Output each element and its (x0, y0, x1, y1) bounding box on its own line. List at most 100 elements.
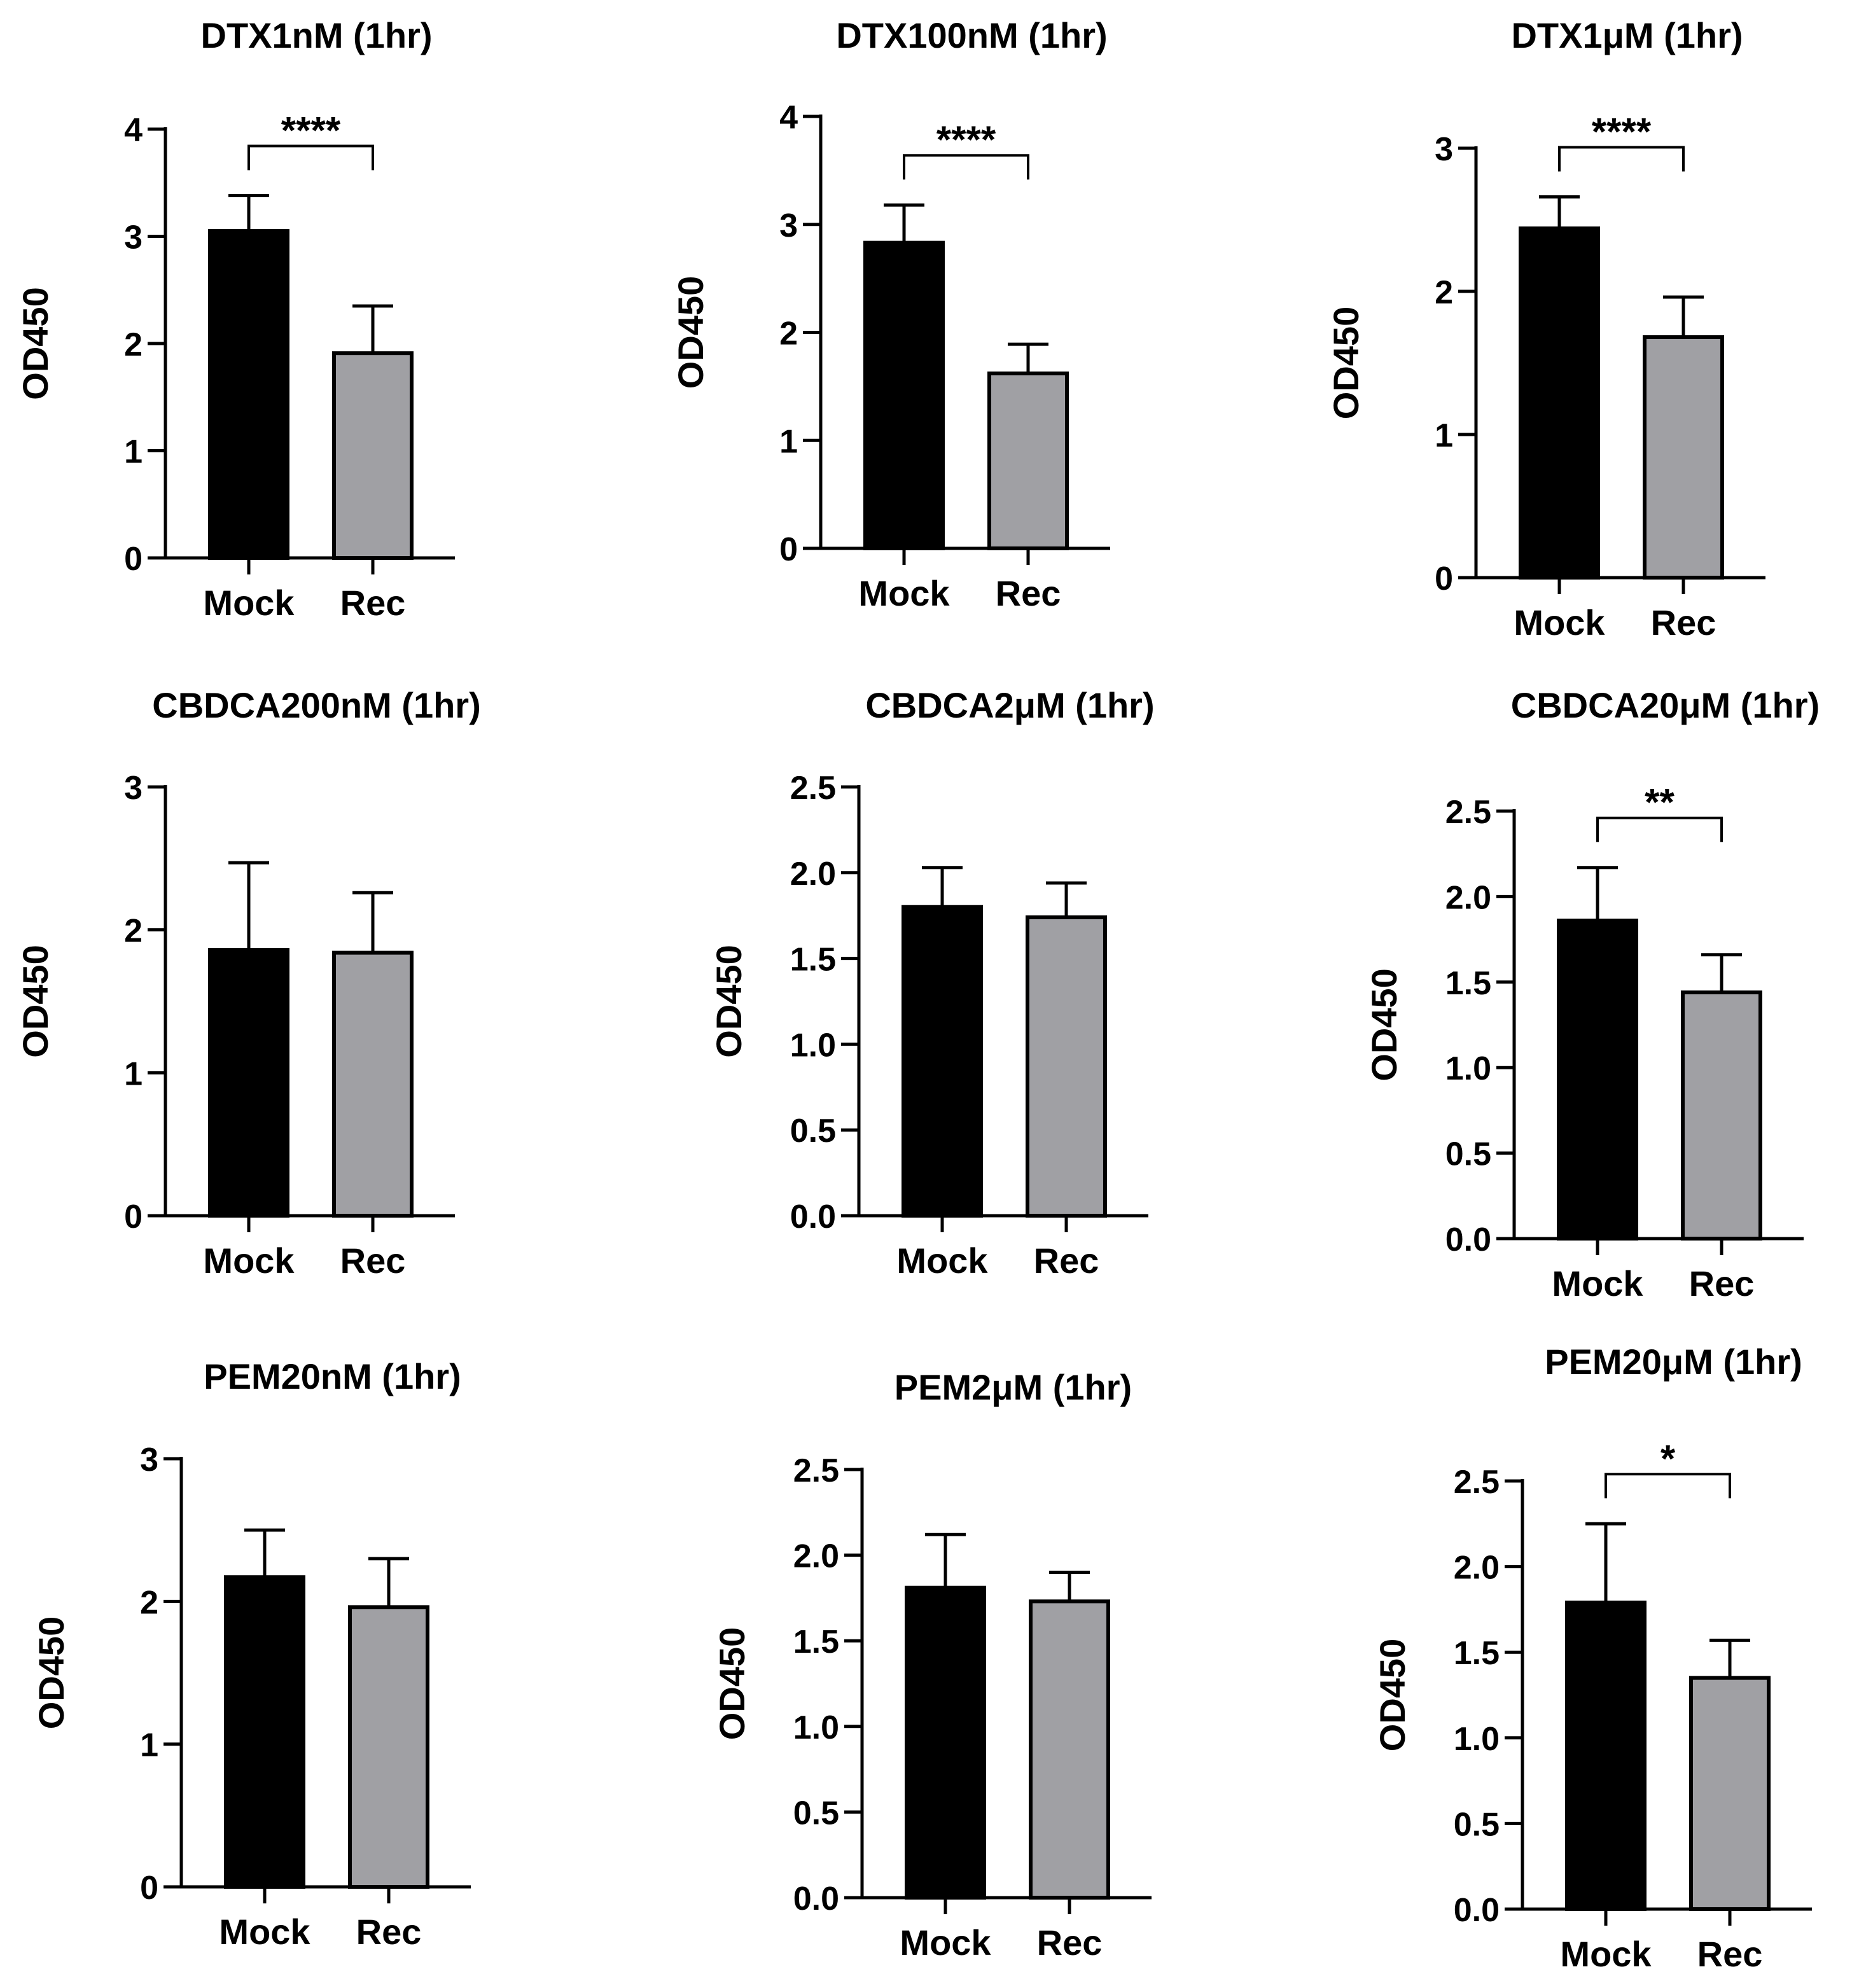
x-tick-label: Rec (1697, 1934, 1763, 1974)
significance-bracket (247, 144, 374, 170)
y-tick-label: 1.0 (790, 1027, 836, 1064)
y-tick-label: 0.5 (1454, 1806, 1500, 1843)
x-tick-label: Mock (896, 1241, 988, 1281)
x-tick-label: Mock (1560, 1934, 1652, 1974)
bar-mock (905, 1585, 986, 1900)
y-tick-label: 0.5 (1445, 1136, 1491, 1173)
x-tick-label: Mock (219, 1912, 310, 1952)
chart-panel: CBDCA2μM (1hr) OD450 0.0 0.5 1.0 1.5 2.0 2.5 Moc… (709, 685, 1155, 1281)
chart-title: DTX100nM (1hr) (836, 15, 1107, 55)
x-tick-label: Mock (1552, 1263, 1643, 1303)
y-tick-label: 2 (124, 326, 143, 363)
y-tick-label: 0.5 (790, 1113, 836, 1150)
bar-rec (987, 372, 1069, 550)
y-tick-label: 1 (1435, 417, 1453, 454)
y-axis-label: OD450 (671, 276, 711, 389)
y-tick-label: 0.0 (793, 1880, 839, 1917)
bar-rec (348, 1605, 429, 1889)
y-tick-label: 0.5 (793, 1795, 839, 1832)
y-tick-label: 3 (140, 1442, 158, 1478)
y-axis-label: OD450 (709, 945, 749, 1057)
y-tick-label: 2.0 (1454, 1550, 1500, 1587)
y-tick-label: 3 (1435, 131, 1453, 168)
chart-panel: PEM2μM (1hr) OD450 0.0 0.5 1.0 1.5 2.0 2.5 Mock R… (712, 1367, 1152, 1963)
x-tick-label: Rec (340, 1241, 406, 1281)
significance-bracket (1596, 816, 1723, 842)
x-tick-label: Rec (1651, 602, 1716, 643)
x-tick-label: Rec (996, 573, 1061, 613)
y-tick-label: 0.0 (1445, 1221, 1491, 1258)
significance-label: **** (281, 109, 341, 151)
y-axis-label: OD450 (1364, 968, 1404, 1081)
y-tick-label: 2.5 (790, 770, 836, 807)
chart-title: CBDCA2μM (1hr) (865, 685, 1154, 725)
y-tick-label: 0.0 (1454, 1892, 1500, 1929)
bar-rec (1026, 915, 1107, 1218)
significance-label: ** (1645, 781, 1674, 824)
chart-title: CBDCA20μM (1hr) (1511, 685, 1820, 725)
significance-label: **** (936, 118, 996, 161)
significance-bracket (1558, 146, 1685, 172)
significance-bracket (1605, 1473, 1731, 1499)
y-tick-label: 1 (124, 434, 143, 471)
y-axis-label: OD450 (712, 1627, 752, 1740)
y-tick-label: 2 (779, 316, 798, 352)
y-tick-label: 2.5 (793, 1452, 839, 1489)
y-tick-label: 0.0 (790, 1199, 836, 1235)
y-tick-label: 0 (124, 541, 143, 578)
x-tick-label: Rec (1034, 1241, 1099, 1281)
y-tick-label: 4 (124, 112, 143, 149)
y-tick-label: 2 (140, 1584, 158, 1621)
y-tick-label: 0 (1435, 560, 1453, 597)
y-axis-label: OD450 (1326, 307, 1366, 419)
bar-rec (332, 351, 414, 560)
y-tick-label: 4 (779, 99, 798, 136)
y-tick-label: 2.0 (790, 856, 836, 893)
y-tick-label: 2 (124, 913, 143, 950)
y-tick-label: 3 (779, 207, 798, 244)
chart-panel: CBDCA20μM (1hr) OD450 0.0 0.5 1.0 1.5 2.0 2.5 Mo… (1364, 685, 1820, 1303)
y-tick-label: 3 (124, 219, 143, 256)
y-tick-label: 0 (124, 1199, 143, 1235)
y-tick-label: 2.5 (1445, 794, 1491, 831)
chart-panel: PEM20μM (1hr) OD450 0.0 0.5 1.0 1.5 2.0 2.5 Mock… (1372, 1342, 1812, 1974)
x-tick-label: Mock (900, 1922, 991, 1963)
y-axis-label: OD450 (15, 287, 55, 400)
y-tick-label: 0 (140, 1870, 158, 1907)
chart-title: PEM2μM (1hr) (895, 1367, 1132, 1407)
bar-rec (1689, 1676, 1771, 1912)
bar-mock (1565, 1601, 1647, 1912)
bar-mock (863, 240, 945, 550)
x-tick-label: Rec (340, 583, 406, 623)
significance-bracket (903, 154, 1029, 180)
chart-panel: CBDCA200nM (1hr) OD450 0 1 2 3 Mock Rec (15, 685, 481, 1281)
y-tick-label: 1 (124, 1055, 143, 1092)
bar-mock (1557, 919, 1638, 1241)
y-tick-label: 1.0 (793, 1709, 839, 1746)
x-tick-label: Rec (1689, 1263, 1755, 1303)
x-tick-label: Mock (203, 1241, 295, 1281)
x-tick-label: Mock (1514, 602, 1605, 643)
y-axis-label: OD450 (15, 945, 55, 1057)
y-tick-label: 1.0 (1445, 1050, 1491, 1087)
chart-panel: DTX100nM (1hr) OD450 0 1 2 3 4 Mock Rec **** (671, 15, 1110, 613)
significance-label: * (1661, 1437, 1676, 1480)
bar-rec (1643, 335, 1724, 580)
y-tick-label: 3 (124, 770, 143, 807)
chart-panel: DTX1μM (1hr) OD450 0 1 2 3 Mock Rec **** (1326, 15, 1765, 643)
significance-label: **** (1592, 111, 1652, 153)
y-tick-label: 1.0 (1454, 1721, 1500, 1758)
bar-mock (902, 905, 983, 1218)
y-tick-label: 1 (140, 1727, 158, 1764)
bar-mock (224, 1575, 305, 1889)
bar-rec (1029, 1599, 1110, 1900)
y-axis-label: OD450 (1372, 1639, 1412, 1751)
bar-mock (208, 948, 289, 1218)
y-tick-label: 2.0 (1445, 879, 1491, 916)
y-tick-label: 1.5 (793, 1623, 839, 1660)
y-tick-label: 1.5 (790, 942, 836, 978)
y-tick-label: 2.5 (1454, 1464, 1500, 1501)
bar-rec (332, 950, 414, 1218)
chart-title: PEM20nM (1hr) (204, 1356, 461, 1396)
